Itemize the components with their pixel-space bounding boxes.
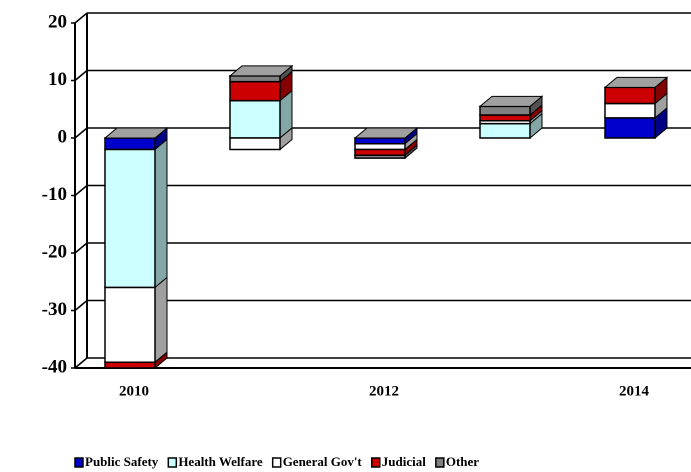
bar-side: [154, 138, 168, 289]
bar: [354, 143, 406, 151]
grid-line: [74, 357, 88, 369]
y-tick-label: 0: [58, 126, 68, 147]
grid-line: [74, 184, 88, 197]
y-tick-label: -20: [42, 241, 67, 262]
bar: [354, 154, 406, 159]
legend-swatch: [74, 457, 84, 468]
bar: [479, 114, 531, 122]
legend: Public Safety Health Welfare General Gov't…: [74, 454, 479, 469]
y-tick-label: -10: [42, 184, 67, 205]
bar: [479, 105, 531, 116]
bar-top: [603, 76, 669, 88]
bar: [104, 361, 156, 369]
bar: [604, 102, 656, 119]
x-tick-label: 2014: [619, 383, 650, 399]
bar: [229, 137, 281, 151]
grid-line: [74, 242, 88, 254]
legend-label: General Gov't: [283, 454, 363, 469]
legend-swatch: [167, 457, 178, 468]
bar-side: [154, 276, 168, 364]
grid-line: [74, 69, 88, 82]
grid-line: [74, 299, 88, 312]
bar: [104, 148, 156, 289]
y-tick-label: 10: [48, 69, 67, 90]
x-tick-label: 2012: [369, 383, 399, 399]
y-tick-label: 20: [48, 11, 67, 32]
bar: [354, 148, 406, 156]
bar: [229, 80, 281, 102]
legend-label: Judicial: [382, 454, 426, 469]
bar-top: [103, 127, 169, 139]
bar: [104, 286, 156, 363]
bar: [229, 99, 281, 139]
grid-line: [74, 12, 88, 24]
x-tick-label: 2010: [119, 383, 149, 399]
bar: [479, 122, 531, 139]
bar-top: [478, 95, 544, 107]
bar: [354, 137, 406, 145]
bar-top: [228, 65, 294, 77]
y-tick-label: -30: [42, 299, 67, 320]
bar: [229, 75, 281, 83]
y-tick-label: -40: [42, 356, 67, 377]
bar-top: [353, 127, 419, 139]
legend-label: Health Welfare: [178, 454, 263, 469]
bar: [604, 117, 656, 139]
legend-label: Other: [446, 454, 479, 469]
legend-swatch: [435, 457, 445, 468]
bar: [104, 137, 156, 151]
legend-swatch: [371, 457, 381, 468]
bar: [604, 86, 656, 105]
legend-swatch: [271, 457, 282, 468]
grid-line: [74, 127, 88, 139]
legend-label: Public Safety: [85, 454, 159, 469]
